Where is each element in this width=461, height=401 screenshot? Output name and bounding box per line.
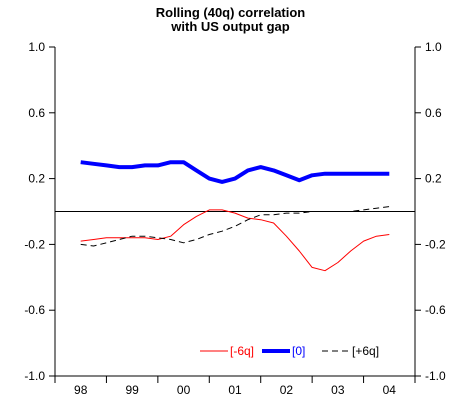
y-tick-label-right: -1.0 xyxy=(425,369,446,383)
y-tick-label-left: -0.6 xyxy=(24,303,45,317)
y-tick-label-left: 0.6 xyxy=(28,106,45,120)
legend-label-0: [-6q] xyxy=(230,344,254,358)
y-tick-label-right: -0.6 xyxy=(425,303,446,317)
y-tick-label-left: 1.0 xyxy=(28,40,45,54)
x-tick-label: 99 xyxy=(125,383,139,397)
legend-label-2: [+6q] xyxy=(352,344,379,358)
x-tick-label: 03 xyxy=(331,383,345,397)
chart-title-line-2: with US output gap xyxy=(171,19,290,34)
y-tick-label-right: 1.0 xyxy=(425,40,442,54)
y-tick-label-left: -0.2 xyxy=(24,237,45,251)
series-line-2 xyxy=(80,206,390,247)
y-tick-label-right: -0.2 xyxy=(425,237,446,251)
x-tick-label: 98 xyxy=(74,383,88,397)
legend-label-1: [0] xyxy=(292,344,305,358)
y-tick-label-left: -1.0 xyxy=(24,369,45,383)
y-tick-label-left: 0.2 xyxy=(28,172,45,186)
series-line-1 xyxy=(80,160,390,184)
x-tick-label: 01 xyxy=(228,383,242,397)
chart-title-line-1: Rolling (40q) correlation xyxy=(155,5,306,20)
x-tick-label: 04 xyxy=(383,383,397,397)
y-tick-label-right: 0.2 xyxy=(425,172,442,186)
series-line-0 xyxy=(80,209,390,272)
x-tick-label: 02 xyxy=(280,383,294,397)
x-tick-label: 00 xyxy=(177,383,191,397)
y-tick-label-right: 0.6 xyxy=(425,106,442,120)
